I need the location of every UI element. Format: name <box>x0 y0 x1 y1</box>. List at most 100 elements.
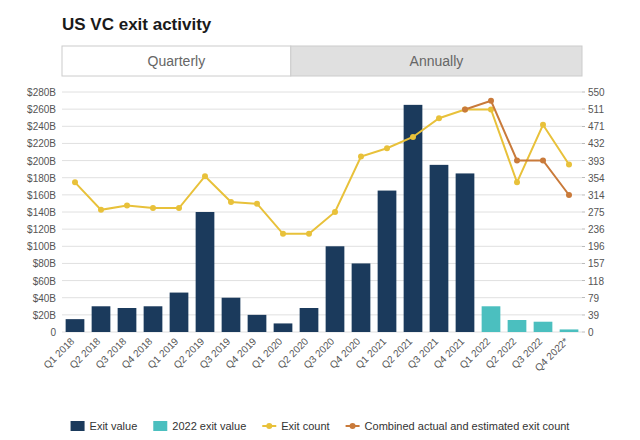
point <box>280 231 286 237</box>
grid-line <box>62 126 582 127</box>
point <box>540 122 546 128</box>
point <box>566 192 572 198</box>
y2-tick-label: 118 <box>588 276 604 287</box>
tab <box>62 46 291 76</box>
bar <box>430 332 449 333</box>
y-tick-label: $100B <box>27 241 56 252</box>
point <box>540 158 546 164</box>
legend-item: Exit count <box>262 420 329 432</box>
bar <box>534 322 553 332</box>
y-tick-label: $120B <box>27 224 56 235</box>
grid-line <box>62 297 582 298</box>
y-tick-label: $220B <box>27 138 56 149</box>
y2-tick <box>582 160 585 161</box>
bar <box>248 315 267 332</box>
bar <box>404 332 423 333</box>
legend-label: Combined actual and estimated exit count <box>365 420 570 432</box>
y2-tick <box>582 263 585 264</box>
bar <box>222 332 241 333</box>
bar <box>456 332 475 333</box>
bar <box>430 165 449 332</box>
y2-tick <box>582 194 585 195</box>
y-tick-label: $20B <box>33 310 57 321</box>
bar <box>508 320 527 332</box>
point <box>98 207 104 213</box>
y2-tick <box>582 177 585 178</box>
bar <box>326 332 345 333</box>
y2-tick-label: 354 <box>588 173 605 184</box>
y2-tick <box>582 109 585 110</box>
grid-line <box>62 109 582 110</box>
grid-line <box>62 212 582 213</box>
y2-tick <box>582 332 585 333</box>
legend-label: Exit count <box>281 420 329 432</box>
point <box>514 158 520 164</box>
grid-line <box>62 332 582 333</box>
y2-tick-label: 39 <box>588 310 600 321</box>
y2-tick <box>582 297 585 298</box>
legend-marker <box>350 423 356 429</box>
grid-line <box>62 280 582 281</box>
legend-label: 2022 exit value <box>172 420 246 432</box>
bar <box>378 191 397 332</box>
y2-tick <box>582 314 585 315</box>
bar <box>456 173 475 332</box>
point <box>228 199 234 205</box>
y-tick-label: $160B <box>27 190 56 201</box>
legend-item: Combined actual and estimated exit count <box>346 420 570 432</box>
point <box>254 201 260 207</box>
tab-label: Annually <box>410 53 464 69</box>
y2-tick-label: 157 <box>588 258 605 269</box>
legend-item: 2022 exit value <box>153 420 246 432</box>
bar <box>118 332 137 333</box>
bar <box>352 332 371 333</box>
point <box>176 205 182 211</box>
y-tick-label: $240B <box>27 121 56 132</box>
legend-swatch <box>71 421 85 431</box>
bar <box>144 332 163 333</box>
y-tick-label: $180B <box>27 173 56 184</box>
bar <box>560 329 579 332</box>
y-tick-label: $60B <box>33 276 57 287</box>
bar <box>300 308 319 332</box>
x-tick-label: Q4 2022* <box>533 336 571 374</box>
bar <box>66 319 85 332</box>
line <box>75 109 569 233</box>
y2-tick-label: 275 <box>588 207 605 218</box>
point <box>566 161 572 167</box>
bar <box>274 332 293 333</box>
grid-line <box>62 160 582 161</box>
grid-line <box>62 314 582 315</box>
bar <box>144 306 163 332</box>
bar <box>274 323 293 332</box>
bar <box>92 306 111 332</box>
y2-tick <box>582 246 585 247</box>
y2-tick-label: 432 <box>588 138 605 149</box>
bar <box>352 263 371 332</box>
bar <box>326 246 345 332</box>
legend-label: Exit value <box>90 420 138 432</box>
y2-tick <box>582 229 585 230</box>
point <box>514 179 520 185</box>
point <box>124 202 130 208</box>
y2-tick-label: 236 <box>588 224 605 235</box>
y-tick-label: $140B <box>27 207 56 218</box>
point <box>306 231 312 237</box>
legend: Exit value 2022 exit value Exit count Combi… <box>71 420 570 432</box>
y2-tick-label: 79 <box>588 293 600 304</box>
bar <box>300 332 319 333</box>
bar <box>92 332 111 333</box>
y2-tick <box>582 126 585 127</box>
point <box>150 205 156 211</box>
chart: US VC exit activityQuarterlyAnnually0$20… <box>0 0 640 440</box>
y2-tick-label: 0 <box>588 327 594 338</box>
point <box>462 106 468 112</box>
point <box>488 98 494 104</box>
point <box>358 154 364 160</box>
bar <box>222 298 241 332</box>
bar <box>196 332 215 333</box>
legend-item: Exit value <box>71 420 138 432</box>
y-tick-label: $200B <box>27 156 56 167</box>
bar <box>378 332 397 333</box>
y2-tick-label: 196 <box>588 241 605 252</box>
